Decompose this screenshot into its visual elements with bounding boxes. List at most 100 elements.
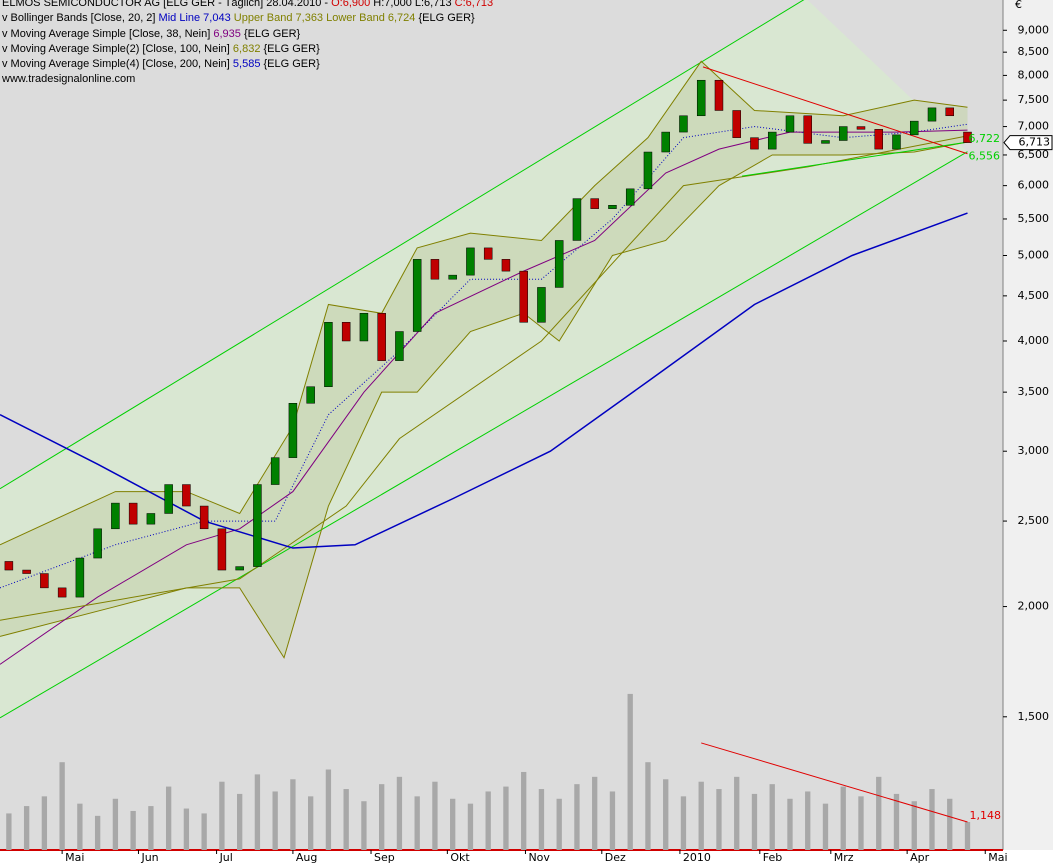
x-tick-label: Aug	[296, 851, 317, 864]
candle-body	[909, 120, 919, 136]
volume-bar	[858, 796, 864, 850]
volume-label: 1,148	[969, 809, 1001, 822]
volume-bar	[521, 771, 527, 850]
volume-bar	[929, 789, 935, 850]
x-tick-label: Mai	[65, 851, 84, 864]
legend-text: Mid Line 7,043	[155, 12, 231, 25]
y-tick-label: 5,000	[1018, 248, 1050, 261]
x-tick-label: Jul	[219, 851, 233, 864]
volume-trendline	[701, 742, 968, 823]
candle-body	[750, 137, 759, 150]
candle-body	[4, 561, 14, 571]
x-tick-label: Nov	[528, 851, 550, 864]
candle-body	[679, 115, 688, 133]
legend-text: 5,585	[229, 58, 261, 71]
candle-body	[395, 331, 404, 361]
legend-text: C:6,713	[454, 0, 494, 9]
y-tick-label: 3,500	[1018, 385, 1050, 398]
y-tick-label: 7,500	[1018, 93, 1050, 106]
candle-body	[22, 569, 31, 574]
candle-body	[164, 484, 173, 514]
last-price-box	[1003, 135, 1053, 151]
y-tick-label: 2,000	[1018, 600, 1050, 613]
candle-body	[643, 151, 653, 190]
x-tick-label: Apr	[910, 851, 930, 864]
volume-bar	[165, 786, 172, 850]
legend-line: v Moving Average Simple(4) [Close, 200, …	[2, 57, 493, 72]
legend: ELMOS SEMICONDUCTOR AG [ELG GER - Täglic…	[2, 0, 493, 88]
volume-bar	[805, 791, 811, 850]
volume-bar	[964, 822, 971, 850]
candle-body	[838, 126, 848, 141]
legend-text: v Moving Average Simple(4) [Close, 200, …	[2, 58, 230, 71]
volume-bar	[769, 784, 775, 850]
volume-bar	[94, 815, 101, 850]
candle-body	[253, 484, 262, 567]
legend-text: Lower Band 6,724	[323, 12, 416, 25]
candle-body	[696, 79, 706, 117]
volume-bar	[325, 769, 332, 850]
candle-body	[430, 259, 440, 280]
x-tick-label: Mrz	[834, 851, 854, 864]
candle-body	[519, 270, 528, 323]
volume-bar	[680, 796, 687, 850]
trendline	[741, 141, 968, 177]
volume-bar	[361, 801, 367, 850]
candle-body	[945, 107, 954, 117]
volume-bar	[23, 806, 30, 850]
volume-bar	[77, 803, 83, 850]
legend-text: {ELG GER}	[260, 58, 320, 71]
channel-label: 6,556	[968, 150, 1000, 163]
candle-body	[767, 131, 777, 150]
candle-body	[306, 386, 315, 404]
volume-bar	[379, 784, 385, 850]
candle-body	[288, 403, 298, 458]
candle-body	[182, 484, 191, 507]
volume-bar	[609, 791, 616, 850]
candle-body	[927, 107, 937, 122]
y-tick-label: 9,000	[1018, 23, 1050, 36]
x-tick-label: Dez	[605, 851, 626, 864]
y-tick-label: 6,500	[1018, 148, 1050, 161]
trendline-label: 6,722	[968, 132, 1000, 145]
legend-text: {ELG GER}	[260, 42, 320, 55]
volume-bar	[183, 808, 190, 850]
volume-bar	[751, 793, 758, 850]
volume-bar	[6, 813, 12, 850]
legend-text: Upper Band 7,363	[230, 12, 324, 25]
y-tick-label: 5,500	[1018, 212, 1050, 225]
legend-text: ELMOS SEMICONDUCTOR AG [ELG GER - Täglic…	[2, 0, 332, 9]
volume-bar	[876, 776, 882, 850]
legend-text: 6,832	[229, 42, 261, 55]
volume-bar	[148, 806, 154, 850]
volume-bar	[698, 781, 704, 850]
candle-body	[75, 557, 85, 598]
candle-body	[341, 322, 351, 342]
volume-bar	[414, 796, 420, 850]
volume-bar	[236, 793, 243, 850]
candle-body	[803, 115, 812, 144]
y-tick-label: 7,000	[1018, 120, 1050, 133]
legend-line: v Moving Average Simple [Close, 38, Nein…	[2, 27, 493, 42]
candle-body	[856, 126, 866, 130]
candle-body	[377, 313, 386, 361]
candle-body	[412, 259, 422, 332]
volume-bar	[822, 803, 829, 850]
candle-body	[963, 131, 972, 143]
y-tick-label: 6,000	[1018, 179, 1050, 192]
x-tick-label: Okt	[450, 851, 470, 864]
candle-body	[625, 188, 635, 206]
candle-body	[714, 79, 724, 111]
candle-body	[93, 528, 102, 559]
legend-text: {ELG GER}	[415, 12, 475, 25]
volume-bar	[947, 798, 953, 850]
x-tick-label: Jun	[140, 851, 158, 864]
volume-bar	[432, 781, 438, 850]
volume-bar	[627, 693, 633, 850]
candle-body	[217, 528, 227, 571]
legend-text: v Moving Average Simple [Close, 38, Nein…	[2, 27, 211, 40]
channel-line	[0, 151, 968, 719]
candle-body	[554, 240, 564, 288]
